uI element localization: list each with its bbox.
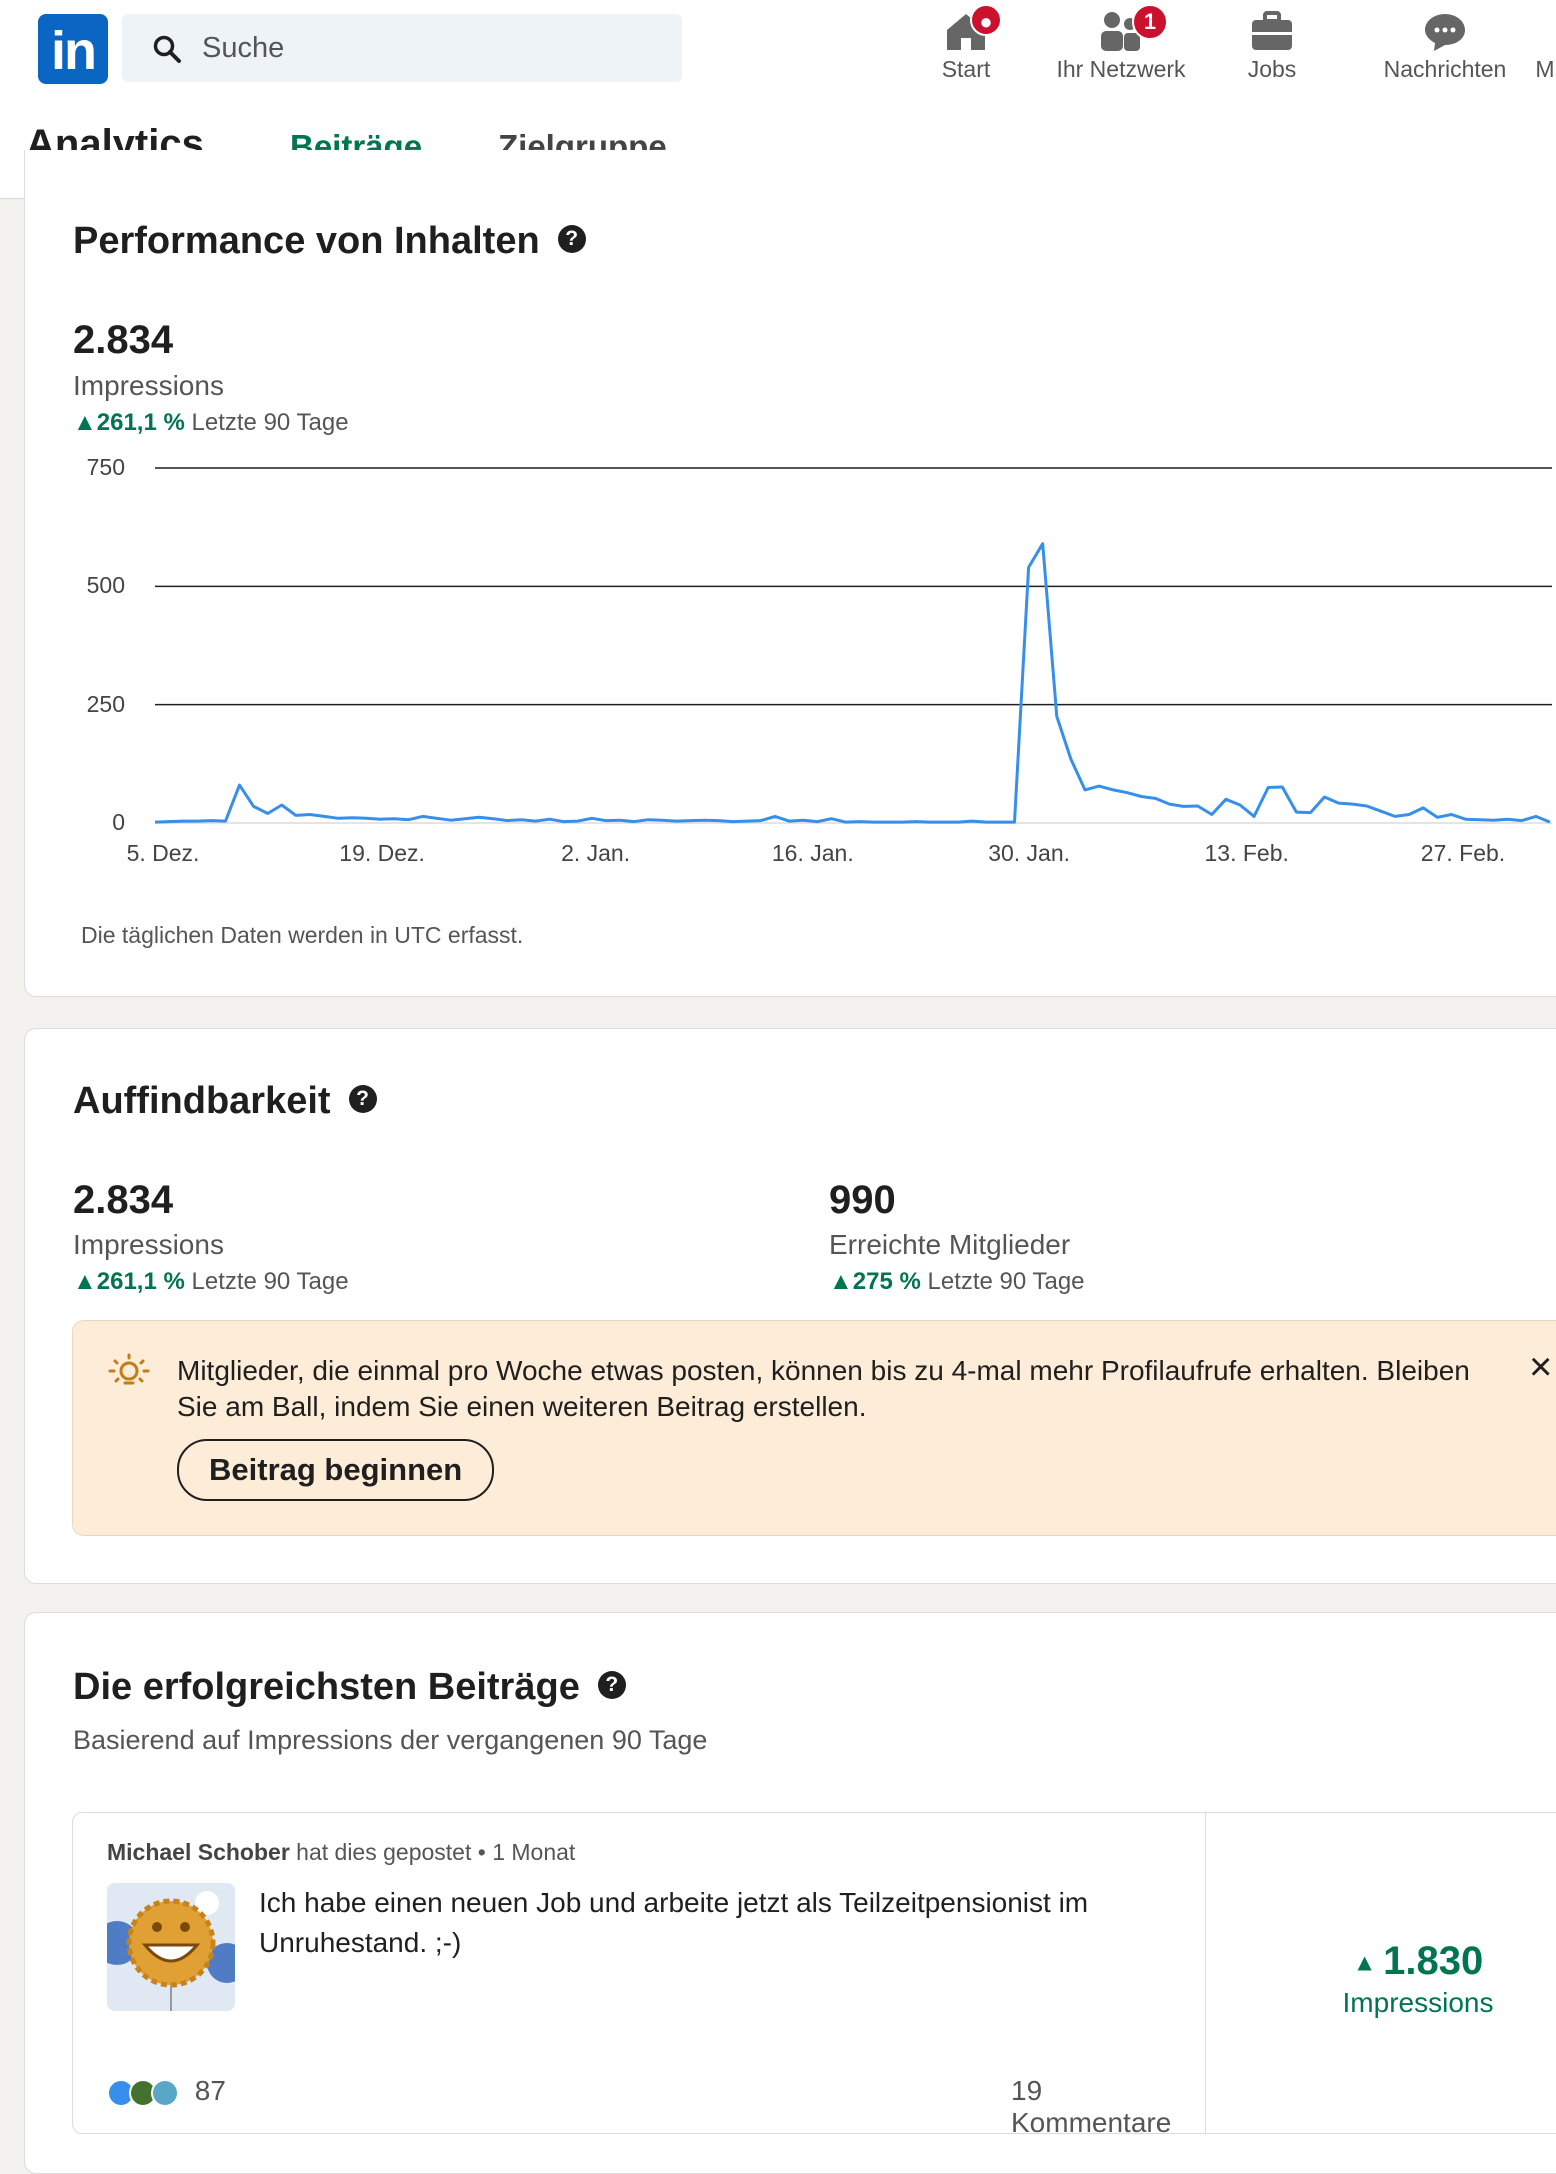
utc-note: Die täglichen Daten werden in UTC erfass… (81, 922, 524, 948)
help-icon[interactable]: ? (597, 1670, 626, 1699)
reaction-icons (107, 2078, 179, 2107)
post-divider (1205, 1813, 1206, 2133)
nav-network[interactable]: 1 Ihr Netzwerk (1030, 4, 1212, 94)
linkedin-logo[interactable]: in (38, 14, 108, 84)
nav-messaging-label: Nachrichten (1383, 56, 1507, 82)
findability-title: Auffindbarkeit? (73, 1080, 377, 1123)
nav-more[interactable]: M (1534, 8, 1556, 94)
x-tick-label: 30. Jan. (988, 840, 1071, 866)
stat-members-value: 990 (829, 1178, 896, 1222)
top-post-item[interactable]: Michael Schober hat dies gepostet • 1 Mo… (72, 1812, 1556, 2138)
stat-members-change: 275 % (852, 1268, 921, 1295)
post-reactions[interactable]: 87 (107, 2075, 226, 2109)
post-impressions-label: Impressions (1342, 1987, 1494, 2018)
top-posts-subtitle: Basierend auf Impressions der vergangene… (73, 1725, 708, 1755)
messaging-icon (1370, 8, 1520, 56)
notification-dot: ● (970, 4, 1002, 36)
nav-messaging[interactable]: Nachrichten (1370, 8, 1520, 94)
tip-text: Mitglieder, die einmal pro Woche etwas p… (177, 1355, 1470, 1422)
performance-trend: ▲261,1 % Letzte 90 Tage (73, 409, 349, 437)
network-badge: 1 (1132, 4, 1168, 40)
impressions-chart (154, 467, 1552, 824)
post-meta-rest: hat dies gepostet • 1 Monat (289, 1839, 576, 1865)
top-posts-title: Die erfolgreichsten Beiträge? (73, 1666, 626, 1709)
x-tick-label: 13. Feb. (1204, 840, 1289, 866)
performance-title: Performance von Inhalten? (73, 220, 586, 263)
performance-change: 261,1 % (96, 409, 185, 436)
trend-up-icon: ▲ (73, 1268, 97, 1295)
post-meta: Michael Schober hat dies gepostet • 1 Mo… (107, 1839, 575, 1866)
x-tick-label: 16. Jan. (771, 840, 854, 866)
x-tick-label: 2. Jan. (561, 840, 631, 866)
stat-impressions-label: Impressions (73, 1229, 224, 1260)
y-tick-label: 0 (112, 809, 125, 835)
stat-impressions-period: Letzte 90 Tage (191, 1268, 349, 1295)
performance-value: 2.834 (73, 318, 174, 362)
top-posts-title-text: Die erfolgreichsten Beiträge (73, 1666, 580, 1708)
global-nav: in Suche ● Start 1 Ihr Netzwerk (0, 0, 1556, 101)
trend-up-icon: ▲ (73, 409, 97, 436)
performance-metric: Impressions (73, 370, 224, 401)
stat-members-label: Erreichte Mitglieder (829, 1229, 1071, 1260)
stat-members-trend: ▲275 % Letzte 90 Tage (829, 1268, 1085, 1296)
performance-card (24, 150, 1556, 997)
help-icon[interactable]: ? (348, 1084, 377, 1113)
post-author[interactable]: Michael Schober (107, 1839, 290, 1865)
trend-up-icon: ▲ (1352, 1949, 1384, 1977)
findability-title-text: Auffindbarkeit (73, 1080, 331, 1122)
stat-impressions-trend: ▲261,1 % Letzte 90 Tage (73, 1268, 349, 1296)
x-tick-label: 27. Feb. (1420, 840, 1506, 866)
post-impressions: ▲ 1.830 (1263, 1939, 1556, 1984)
post-impressions-value: 1.830 (1383, 1939, 1484, 1983)
trend-up-icon: ▲ (829, 1268, 853, 1295)
lightbulb-icon (108, 1353, 150, 1385)
briefcase-icon (1232, 8, 1312, 56)
stat-impressions-value: 2.834 (73, 1178, 174, 1222)
y-tick-label: 500 (86, 572, 125, 599)
network-icon: 1 (1030, 4, 1212, 56)
y-tick-label: 250 (86, 690, 125, 717)
nav-more-label: M (1535, 56, 1555, 82)
nav-start-label: Start (941, 56, 991, 82)
nav-jobs[interactable]: Jobs (1232, 8, 1312, 94)
stat-impressions-change: 261,1 % (96, 1268, 185, 1295)
x-tick-label: 19. Dez. (339, 840, 425, 866)
nav-jobs-label: Jobs (1247, 56, 1297, 82)
start-post-button[interactable]: Beitrag beginnen (177, 1439, 495, 1501)
nav-start[interactable]: ● Start (922, 4, 1010, 94)
y-tick-label: 750 (86, 454, 125, 480)
x-tick-label: 5. Dez. (126, 840, 200, 866)
search-placeholder: Suche (202, 32, 285, 64)
home-icon: ● (922, 4, 1010, 56)
search-bar[interactable]: Suche (122, 14, 682, 82)
reaction-count: 87 (194, 2075, 226, 2106)
performance-period: Letzte 90 Tage (191, 409, 349, 436)
close-icon[interactable]: × (1529, 1345, 1553, 1389)
impressions-series-line (154, 542, 1551, 824)
posting-tip-banner: Mitglieder, die einmal pro Woche etwas p… (72, 1320, 1556, 1536)
nav-network-label: Ihr Netzwerk (1056, 56, 1186, 82)
search-icon (153, 35, 181, 63)
help-icon[interactable]: ? (557, 224, 586, 253)
smiley-image (107, 1883, 235, 2011)
post-comments[interactable]: 19 Kommentare (1011, 2075, 1172, 2138)
stat-members-period: Letzte 90 Tage (927, 1268, 1085, 1295)
post-thumbnail[interactable] (107, 1883, 235, 2011)
post-text: Ich habe einen neuen Job und arbeite jet… (259, 1887, 1089, 1958)
performance-title-text: Performance von Inhalten (73, 220, 540, 262)
